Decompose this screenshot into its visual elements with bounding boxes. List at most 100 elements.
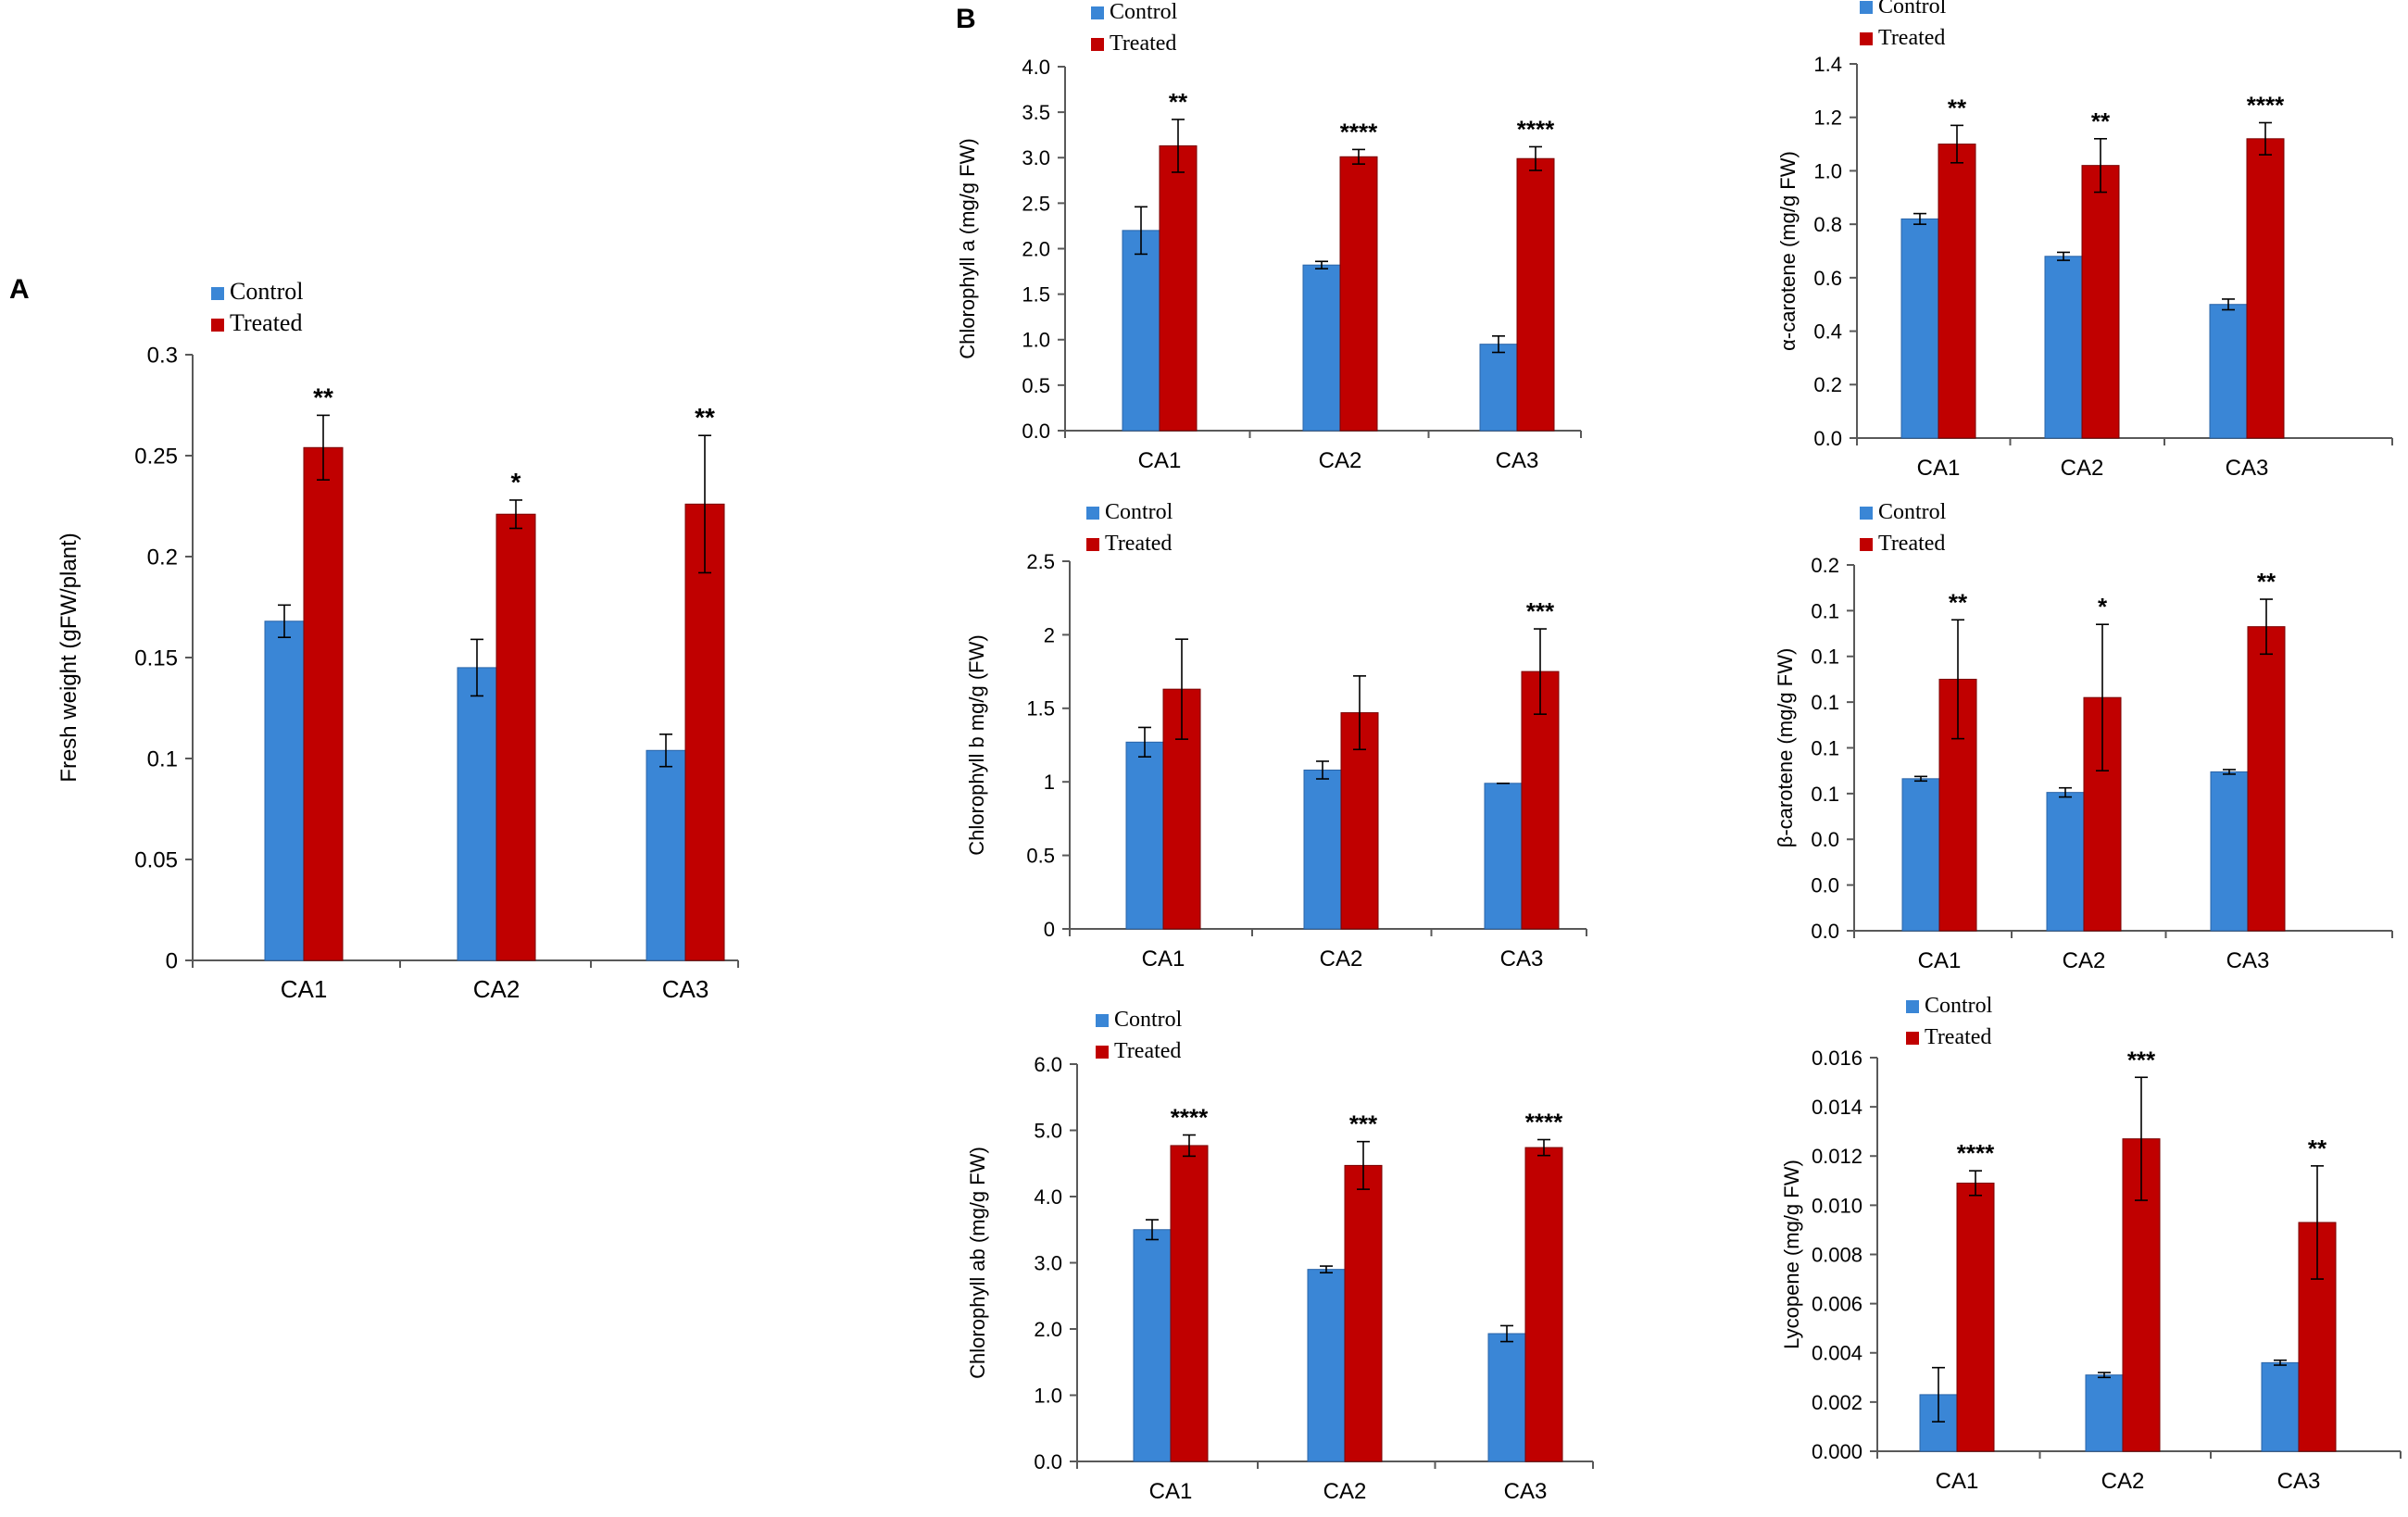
y-axis-title: α-carotene (mg/g FW): [1776, 151, 1800, 351]
panel-label-b: B: [956, 4, 976, 34]
y-tick-label: 0.1: [1811, 646, 1839, 669]
bar-treated-ca2: [1339, 156, 1378, 432]
legend-swatch-treated: [1906, 1032, 1919, 1045]
bar-control-ca3: [2209, 304, 2248, 439]
legend-swatch-control: [1860, 1, 1873, 14]
x-tick-label: CA3: [2226, 456, 2269, 481]
x-tick-label: CA2: [1320, 947, 1363, 972]
y-tick-label: 0.014: [1812, 1096, 1862, 1119]
significance-label: **: [1949, 588, 1968, 616]
y-tick-label: 0.0: [1811, 920, 1839, 943]
x-tick-label: CA3: [1504, 1479, 1548, 1504]
y-tick-label: 2.5: [1022, 192, 1050, 215]
bar-treated-ca3: [2247, 626, 2286, 932]
y-tick-label: 0.004: [1812, 1342, 1862, 1365]
bar-control-ca3: [1484, 783, 1523, 930]
significance-label: ****: [1525, 1109, 1563, 1136]
y-tick-label: 1.2: [1813, 107, 1842, 130]
y-tick-label: 0.2: [147, 545, 178, 570]
legend-swatch-control: [1906, 1000, 1919, 1013]
y-tick-label: 0.25: [134, 445, 178, 470]
bar-treated-ca1: [1956, 1182, 1995, 1452]
x-tick-label: CA1: [1142, 947, 1185, 972]
bar-control-ca3: [2210, 771, 2249, 932]
significance-label: **: [2308, 1135, 2327, 1162]
legend-label-treated: Treated: [230, 309, 302, 336]
y-axis-title: Chlorophyll b mg/g (FW): [965, 634, 988, 855]
y-tick-label: 0.1: [1811, 736, 1839, 759]
significance-label: ***: [2127, 1046, 2156, 1073]
y-tick-label: 0: [1044, 918, 1055, 941]
chart-beta-carotene: 0.00.00.00.10.10.10.10.10.2** ***CA1 CA2 CA…: [1774, 500, 2393, 973]
bar-treated-ca3: [2246, 138, 2285, 439]
significance-label: ***: [1526, 597, 1555, 625]
chart-alpha-carotene: 0.00.20.40.60.81.01.21.4** ******CA1 CA2 CA…: [1776, 0, 2393, 481]
bar-control-ca1: [1900, 218, 1939, 439]
y-tick-label: 0.0: [1811, 828, 1839, 851]
x-tick-label: CA2: [473, 975, 520, 1003]
bar-control-ca2: [2044, 256, 2083, 439]
y-axis-title: Fresh weight (gFW/plant): [56, 533, 82, 782]
bar-treated-ca3: [1516, 157, 1555, 432]
x-tick-label: CA1: [1917, 456, 1961, 481]
legend-label-treated: Treated: [1114, 1039, 1181, 1063]
bar-control-ca2: [1302, 264, 1341, 432]
legend-label-control: Control: [1878, 500, 1947, 524]
bar-control-ca3: [1479, 344, 1518, 432]
bar-control-ca2: [457, 667, 497, 961]
significance-label: **: [2091, 107, 2111, 135]
x-tick-label: CA2: [2061, 456, 2104, 481]
bar-treated-ca3: [684, 503, 725, 961]
significance-label: **: [2257, 568, 2276, 596]
legend-swatch-control: [1860, 507, 1873, 520]
legend-label-control: Control: [1105, 500, 1173, 524]
significance-label: **: [1169, 88, 1188, 116]
y-tick-label: 1.5: [1022, 283, 1050, 307]
chart-fresh-weight: 00.050.10.150.20.250.3*****CA1 CA2 CA3Fres…: [56, 278, 739, 1003]
chart-chlorophyll-ab: 0.01.02.03.04.05.06.0**** *** ****CA1 CA2 CA…: [966, 1008, 1594, 1504]
bar-control-ca3: [2261, 1361, 2300, 1452]
significance-label: ****: [1171, 1104, 1209, 1132]
legend-swatch-treated: [1091, 38, 1104, 51]
legend-label-control: Control: [1110, 0, 1178, 24]
y-tick-label: 0.006: [1812, 1293, 1862, 1316]
bar-control-ca3: [1487, 1333, 1526, 1462]
bar-treated-ca1: [303, 446, 344, 961]
y-axis-title: Chlorophyll ab (mg/g FW): [966, 1147, 989, 1379]
legend-label-treated: Treated: [1105, 532, 1172, 556]
x-tick-label: CA1: [1936, 1469, 1979, 1494]
significance-label: **: [313, 382, 333, 411]
x-tick-label: CA3: [2277, 1469, 2321, 1494]
y-tick-label: 2.0: [1034, 1318, 1062, 1341]
x-tick-label: CA3: [1496, 448, 1539, 473]
y-tick-label: 6.0: [1034, 1053, 1062, 1076]
significance-label: *: [2098, 593, 2108, 621]
y-tick-label: 3.0: [1034, 1251, 1062, 1274]
chart-chlorophyll-a: 0.00.51.01.52.02.53.03.54.0****** ****CA1…: [956, 0, 1582, 473]
y-tick-label: 0.2: [1813, 373, 1842, 396]
bar-treated-ca1: [1938, 144, 1976, 439]
y-tick-label: 0.1: [1811, 599, 1839, 622]
y-tick-label: 1.0: [1022, 329, 1050, 352]
significance-label: ***: [1349, 1110, 1378, 1138]
y-tick-label: 0.8: [1813, 213, 1842, 236]
x-tick-label: CA1: [1149, 1479, 1193, 1504]
y-tick-label: 2.0: [1022, 237, 1050, 260]
y-tick-label: 1.0: [1034, 1384, 1062, 1407]
bar-control-ca1: [264, 621, 305, 961]
legend-label-control: Control: [1878, 0, 1947, 19]
legend-swatch-treated: [1860, 538, 1873, 551]
panel-label-a: A: [9, 274, 30, 305]
x-tick-label: CA2: [2101, 1469, 2145, 1494]
bar-control-ca1: [1125, 741, 1164, 930]
y-axis-title: Lycopene (mg/g FW): [1780, 1160, 1803, 1349]
bar-treated-ca2: [2081, 165, 2120, 439]
y-tick-label: 0.008: [1812, 1243, 1862, 1266]
x-tick-label: CA2: [2063, 948, 2106, 973]
x-tick-label: CA2: [1319, 448, 1362, 473]
bar-treated-ca2: [495, 513, 536, 961]
bar-control-ca2: [1303, 769, 1342, 930]
y-tick-label: 0.1: [1811, 691, 1839, 714]
x-tick-label: CA2: [1323, 1479, 1367, 1504]
legend-label-control: Control: [1925, 994, 1993, 1018]
